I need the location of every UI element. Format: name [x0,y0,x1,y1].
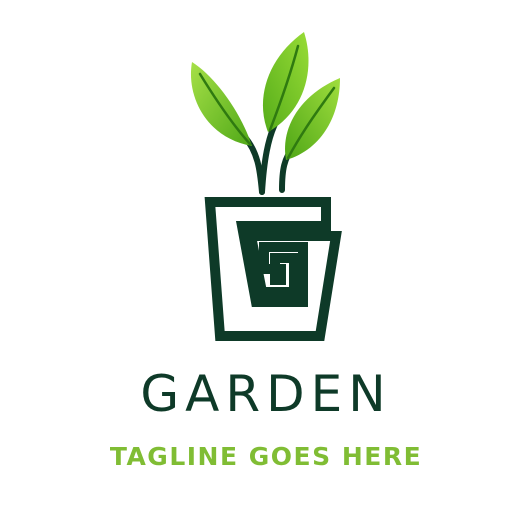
center-leaf-icon [262,32,309,132]
brand-name: GARDEN [140,365,392,423]
pot-outline [204,197,342,341]
tagline: TAGLINE GOES HERE [109,442,423,471]
plant-leaves [190,32,340,160]
